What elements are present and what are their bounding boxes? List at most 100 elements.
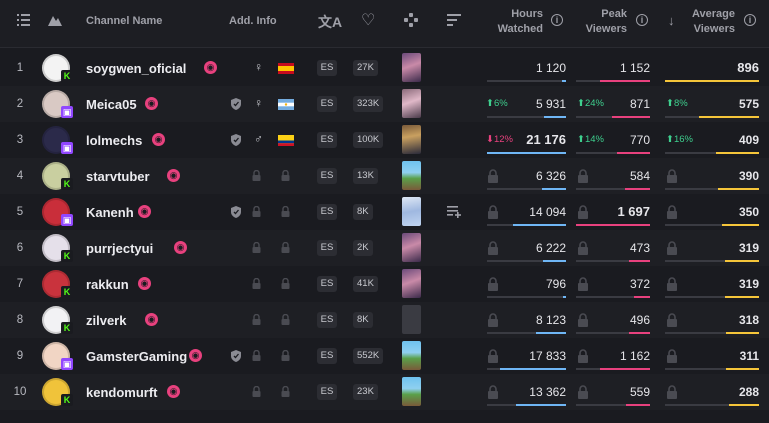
heart-icon[interactable]: ♡ bbox=[361, 12, 376, 29]
verified-shield-icon bbox=[231, 134, 241, 149]
game-cover[interactable] bbox=[402, 53, 421, 82]
channel-name[interactable]: kendomurft bbox=[86, 385, 158, 400]
hours-bar-fill bbox=[563, 296, 566, 298]
verified-shield-icon bbox=[231, 98, 241, 113]
filter-lines-icon[interactable] bbox=[447, 14, 461, 26]
channel-name[interactable]: Meica05 bbox=[86, 97, 137, 112]
live-indicator-icon: ◉ bbox=[152, 133, 165, 146]
language-badge: ES bbox=[317, 240, 337, 256]
avg-bar-fill bbox=[699, 116, 759, 118]
avg-bar-track bbox=[665, 368, 759, 370]
game-cover[interactable] bbox=[402, 89, 421, 118]
twitch-icon: ▣ bbox=[61, 358, 73, 370]
channel-name[interactable]: zilverk bbox=[86, 313, 127, 328]
info-icon[interactable]: i bbox=[636, 14, 648, 26]
game-cover[interactable] bbox=[402, 305, 421, 334]
average-viewers-value: 896 bbox=[737, 60, 759, 75]
rank-number: 10 bbox=[13, 386, 27, 398]
game-cover[interactable] bbox=[402, 341, 421, 370]
game-cover[interactable] bbox=[402, 269, 421, 298]
header-average-viewers[interactable]: Average Viewers bbox=[680, 7, 735, 37]
language-badge: ES bbox=[317, 132, 337, 148]
channel-name[interactable]: rakkun bbox=[86, 277, 129, 292]
mountain-rank-icon[interactable] bbox=[48, 14, 62, 26]
avg-bar-fill bbox=[716, 152, 759, 154]
table-row[interactable]: 5 ▣ Kanenh ◉ ES 8K 14 094 1 697 350 bbox=[0, 194, 769, 230]
hours-bar-fill bbox=[516, 404, 566, 406]
avg-bar-fill bbox=[722, 224, 759, 226]
gamepad-icon[interactable] bbox=[404, 13, 418, 27]
peak-viewers-value: 1 152 bbox=[619, 61, 650, 75]
lock-icon bbox=[281, 349, 290, 364]
table-row[interactable]: 9 ▣ GamsterGaming ◉ ES 552K 17 833 1 162 311 bbox=[0, 338, 769, 374]
peak-bar-fill bbox=[617, 152, 650, 154]
header-peak-line1: Peak bbox=[601, 8, 627, 20]
live-indicator-icon: ◉ bbox=[138, 277, 151, 290]
peak-viewers-value: 770 bbox=[629, 133, 650, 147]
header-hours-line1: Hours bbox=[511, 8, 543, 20]
hours-bar-fill bbox=[500, 368, 566, 370]
game-cover[interactable] bbox=[402, 377, 421, 406]
header-peak-viewers[interactable]: Peak Viewers bbox=[572, 7, 627, 37]
info-icon[interactable]: i bbox=[744, 14, 756, 26]
game-cover[interactable] bbox=[402, 197, 421, 226]
game-cover[interactable] bbox=[402, 125, 421, 154]
channel-name[interactable]: starvtuber bbox=[86, 169, 150, 184]
translate-icon[interactable]: 文A bbox=[318, 14, 343, 30]
flag-ar-icon bbox=[278, 99, 294, 113]
list-icon[interactable] bbox=[17, 14, 30, 26]
channel-name[interactable]: lolmechs bbox=[86, 133, 143, 148]
language-badge: ES bbox=[317, 204, 337, 220]
avg-bar-track bbox=[665, 404, 759, 406]
rank-number: 1 bbox=[16, 62, 24, 74]
game-cover[interactable] bbox=[402, 161, 421, 190]
hours-bar-track bbox=[487, 80, 566, 82]
hours-bar-fill bbox=[513, 224, 566, 226]
channel-name[interactable]: Kanenh bbox=[86, 205, 134, 220]
table-row[interactable]: 3 ▣ lolmechs ◉ ♂ ES 100K ⬇12% 21 176 ⬆14% 770 ⬆16% 4… bbox=[0, 122, 769, 158]
followers-badge: 27K bbox=[353, 60, 378, 76]
lock-icon bbox=[666, 241, 678, 258]
peak-delta: ⬆14% bbox=[577, 134, 604, 145]
language-badge: ES bbox=[317, 312, 337, 328]
flag-es-icon bbox=[278, 63, 294, 77]
followers-badge: 323K bbox=[353, 96, 384, 112]
avg-bar-fill bbox=[718, 188, 759, 190]
lock-icon bbox=[252, 169, 261, 184]
lock-icon bbox=[666, 349, 678, 366]
header-hours-line2: Watched bbox=[497, 23, 543, 35]
sort-down-icon[interactable]: ↓ bbox=[668, 13, 675, 28]
rank-number: 4 bbox=[16, 170, 24, 182]
channel-name[interactable]: soygwen_oficial bbox=[86, 61, 187, 76]
lock-icon bbox=[577, 277, 589, 294]
channel-name[interactable]: purrjectyui bbox=[86, 241, 154, 256]
peak-viewers-value: 1 697 bbox=[617, 204, 650, 219]
header-add-info[interactable]: Add. Info bbox=[229, 15, 277, 27]
verified-shield-icon bbox=[231, 206, 241, 221]
verified-shield-icon bbox=[231, 350, 241, 365]
info-icon[interactable]: i bbox=[551, 14, 563, 26]
avg-bar-track bbox=[665, 296, 759, 298]
playlist-add-icon[interactable] bbox=[447, 206, 462, 221]
gender-icon: ♀ bbox=[254, 96, 263, 110]
rank-number: 8 bbox=[16, 314, 24, 326]
table-header: Channel Name Add. Info 文A ♡ Hours Watche… bbox=[0, 0, 769, 48]
header-hours-watched[interactable]: Hours Watched bbox=[488, 7, 543, 37]
game-cover[interactable] bbox=[402, 233, 421, 262]
table-row[interactable]: 2 ▣ Meica05 ◉ ♀ ES 323K ⬆6% 5 931 ⬆24% 871 ⬆8% 575 bbox=[0, 86, 769, 122]
channel-name[interactable]: GamsterGaming bbox=[86, 349, 188, 364]
avg-delta: ⬆8% bbox=[666, 98, 688, 109]
average-viewers-value: 318 bbox=[738, 313, 759, 327]
lock-icon bbox=[487, 349, 499, 366]
header-channel-name[interactable]: Channel Name bbox=[86, 15, 163, 27]
lock-icon bbox=[281, 277, 290, 292]
average-viewers-value: 575 bbox=[738, 97, 759, 111]
live-indicator-icon: ◉ bbox=[145, 97, 158, 110]
lock-icon bbox=[281, 385, 290, 400]
